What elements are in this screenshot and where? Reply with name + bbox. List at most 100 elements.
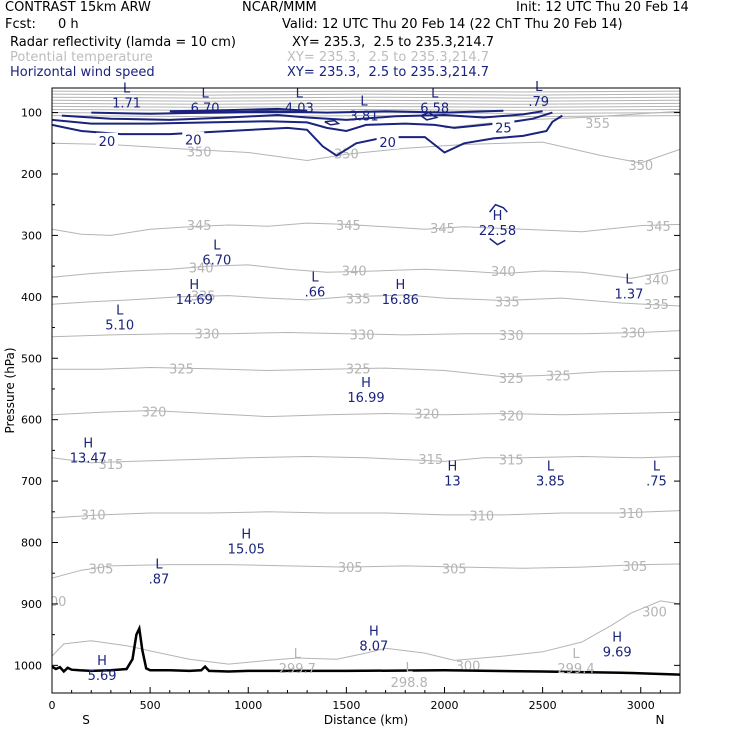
theta-contour-label: 340: [491, 265, 516, 280]
extremum-type: H: [369, 624, 379, 639]
extremum-L: L.75: [646, 460, 667, 490]
theta-contour-label: 325: [346, 363, 371, 378]
y-tick-label: 200: [21, 168, 42, 181]
extremum-H: H16.86: [382, 278, 419, 308]
field-name-reflectivity: Radar reflectivity (lamda = 10 cm): [10, 35, 236, 50]
theta-contour-label: 320: [142, 406, 167, 421]
theta-contour-label: 310: [81, 508, 106, 523]
theta-contour-label: 310: [619, 507, 644, 522]
x-tick-label: 500: [140, 699, 161, 712]
extremum-type: L: [213, 239, 221, 254]
extremum-H: H13: [444, 460, 461, 490]
extremum-type: H: [447, 460, 457, 475]
extremum-value: 299.4: [557, 662, 594, 677]
extremum-L: L5.10: [105, 304, 134, 334]
theta-contour-label: 305: [622, 560, 647, 575]
extremum-type: H: [361, 376, 371, 391]
y-tick-label: 700: [21, 475, 42, 488]
extremum-H: H14.69: [176, 278, 213, 308]
theta-contour-label: 335: [191, 290, 216, 305]
model-title: CONTRAST 15km ARW: [5, 0, 151, 15]
extremum-H: H8.07: [359, 624, 388, 654]
end-label-south: S: [82, 713, 90, 727]
theta-contour-335: [52, 294, 680, 307]
theta-contour-345: [52, 222, 680, 236]
theta-contour-label: 300: [42, 595, 67, 610]
x-tick-label: 0: [49, 699, 56, 712]
extremum-value: 298.8: [391, 676, 428, 691]
extremum-value: 9.69: [603, 645, 632, 660]
extremum-H: H16.99: [347, 376, 384, 406]
theta-contour-label: 305: [442, 562, 467, 577]
wind-contour-30: [61, 110, 543, 121]
extremum-H: H9.69: [603, 630, 632, 660]
extremum-type: L: [201, 86, 209, 101]
theta-contour-300: [52, 600, 680, 665]
theta-contour-label: 330: [620, 326, 645, 341]
extremum-value: 13.47: [70, 451, 107, 466]
theta-contour-310: [52, 510, 680, 519]
extremum-value: 5.10: [105, 319, 134, 334]
theta-contour-label: 330: [499, 329, 524, 344]
theta-contour-label: 350: [334, 148, 359, 163]
extremum-value: 1.37: [614, 287, 643, 302]
theta-contour-label: 355: [585, 117, 610, 132]
valid-time: Valid: 12 UTC Thu 20 Feb 14 (22 ChT Thu …: [282, 17, 623, 32]
extremum-L: L3.85: [536, 460, 565, 490]
extremum-L: L.87: [149, 557, 170, 587]
theta-contour-305: [52, 563, 680, 579]
wind-closed-contour: [489, 203, 508, 213]
theta-contour-label: 315: [98, 458, 123, 473]
theta-contour-label: 350: [187, 145, 212, 160]
extremum-value: .75: [646, 475, 667, 490]
extremum-value: 1.71: [112, 96, 141, 111]
extremum-value: 5.69: [88, 669, 117, 684]
extremum-type: L: [155, 557, 163, 572]
y-tick-label: 600: [21, 414, 42, 427]
extremum-L: L6.70: [202, 239, 231, 269]
x-tick-label: 1500: [332, 699, 360, 712]
extremum-L: L3.81: [350, 94, 379, 124]
theta-contour-label: 350: [628, 159, 653, 174]
y-axis-label: Pressure (hPa): [3, 347, 17, 433]
theta-contour-label: 315: [499, 454, 524, 469]
theta-contour-350: [52, 141, 680, 164]
extremum-type: H: [493, 209, 503, 224]
y-tick-label: 100: [21, 107, 42, 120]
extremum-value: 13: [444, 475, 461, 490]
wind-closed-contour: [324, 119, 341, 126]
x-axis-label: Distance (km): [324, 713, 408, 727]
terrain: [52, 624, 680, 676]
theta-contour-label: 325: [499, 372, 524, 387]
extremum-value: 3.81: [350, 109, 379, 124]
init-time: Init: 12 UTC Thu 20 Feb 14: [516, 0, 689, 15]
extremum-value: 4.03: [285, 101, 314, 116]
extremum-H: H22.58: [479, 209, 516, 239]
wind-contour-20: [52, 114, 563, 157]
field-name-theta: Potential temperature: [10, 50, 153, 65]
theta-upper-band-line: [52, 90, 680, 93]
field-xy-wind: XY= 235.3, 2.5 to 235.3,214.7: [287, 65, 490, 80]
extremum-L: L.66: [305, 271, 326, 301]
x-tick-label: 3000: [627, 699, 655, 712]
y-tick-label: 300: [21, 229, 42, 242]
theta-contour-label: 335: [644, 298, 669, 313]
theta-contours: 355 350 350 350 345 345 345 345 340 340 340 340 335 3…: [42, 90, 680, 674]
theta-contour-label: 310: [469, 509, 494, 524]
theta-contour-label: 340: [189, 261, 214, 276]
extremum-type: L: [547, 460, 555, 475]
organization: NCAR/MMM: [242, 0, 317, 15]
end-label-north: N: [656, 713, 665, 727]
theta-contour-label: 335: [346, 293, 371, 308]
theta-contour-label: 345: [187, 219, 212, 234]
wind-contour-label: 20: [185, 134, 202, 149]
terrain-line: [52, 624, 680, 676]
theta-contour-label: 325: [169, 363, 194, 378]
theta-contour-315: [52, 455, 680, 464]
theta-contour-label: 330: [350, 328, 375, 343]
extremum-value: .79: [528, 95, 549, 110]
extremum-type: H: [83, 436, 93, 451]
theta-contour-label: 300: [456, 659, 481, 674]
extremum-type: H: [241, 527, 251, 542]
